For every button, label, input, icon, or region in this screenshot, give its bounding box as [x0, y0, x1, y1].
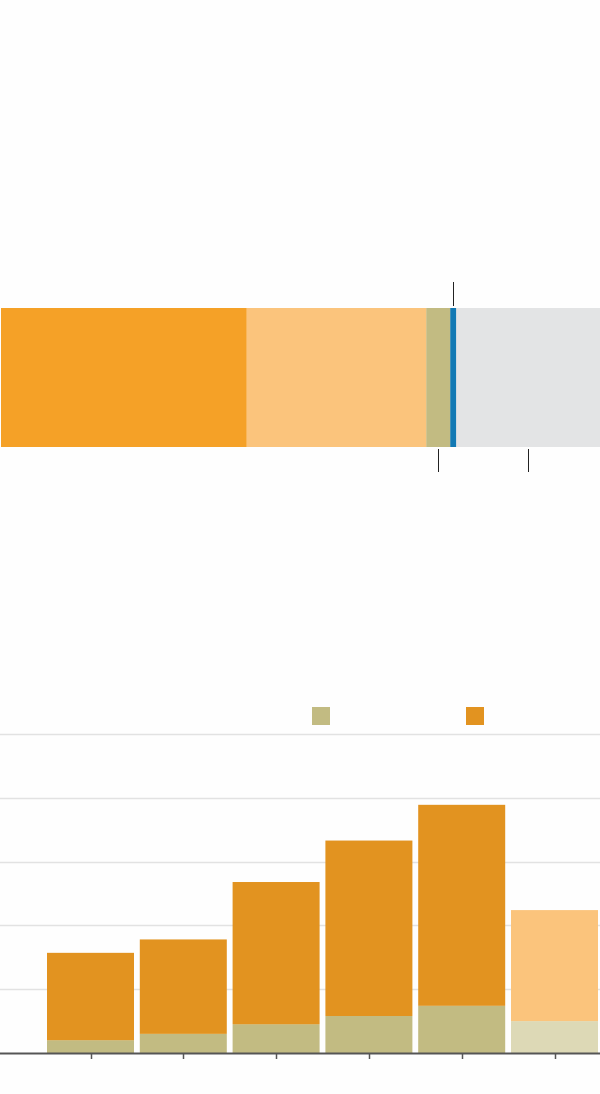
column-6-segment-1: [511, 1021, 598, 1053]
column-2-segment-2: [139, 939, 227, 1034]
share-segment-5: [456, 308, 600, 447]
share-segment-2: [246, 308, 427, 447]
column-2-segment-1: [139, 1033, 227, 1053]
column-5-segment-2: [418, 804, 506, 1006]
column-4-segment-2: [325, 840, 413, 1016]
column-6-segment-2: [511, 910, 598, 1022]
share-segment-1: [1, 308, 247, 447]
column-3-segment-2: [232, 882, 320, 1025]
column-1-segment-1: [47, 1040, 134, 1053]
column-4-segment-1: [325, 1015, 413, 1053]
share-segment-4: [450, 308, 457, 447]
stacked-share-bar: [1, 282, 600, 472]
share-segment-3: [426, 308, 451, 447]
stacked-column-chart: [0, 707, 600, 1059]
column-5-segment-1: [418, 1005, 506, 1053]
legend-swatch-1: [312, 707, 330, 725]
legend-swatch-2: [466, 707, 484, 725]
column-1-segment-2: [47, 952, 134, 1041]
column-3-segment-1: [232, 1024, 320, 1053]
